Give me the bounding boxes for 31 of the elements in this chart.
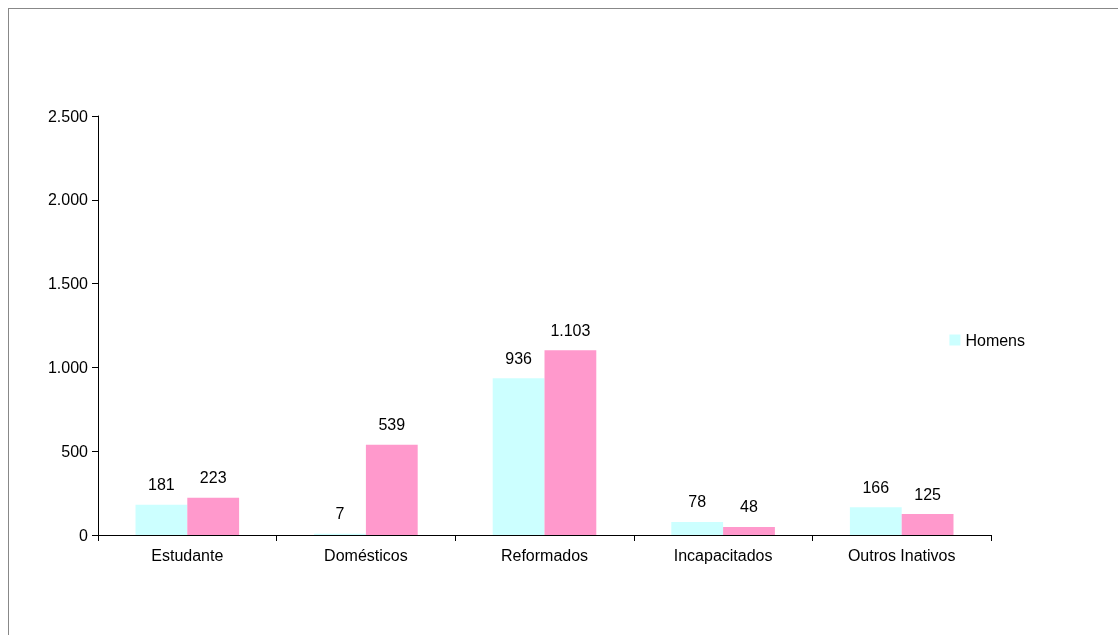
bar <box>365 444 418 535</box>
y-tick-label: 500 <box>61 442 89 460</box>
bar <box>135 504 188 535</box>
y-tick-label: 1.000 <box>47 358 89 376</box>
bar <box>849 507 902 535</box>
x-tick-label: Domésticos <box>324 546 408 564</box>
bar <box>187 497 240 535</box>
bar <box>671 521 724 535</box>
y-tick-label: 2.000 <box>47 191 89 209</box>
data-label: 7 <box>335 505 345 523</box>
data-label: 48 <box>740 498 758 516</box>
data-label: 1.103 <box>550 321 591 339</box>
data-label: 181 <box>148 476 175 494</box>
y-tick-label: 1.500 <box>47 275 89 293</box>
data-label: 223 <box>199 469 227 487</box>
data-label: 539 <box>378 416 406 434</box>
bar <box>723 526 775 535</box>
x-tick-label: Outros Inativos <box>847 546 956 564</box>
data-label: 78 <box>688 493 707 511</box>
y-tick-label: 2.500 <box>47 107 89 125</box>
data-label: 166 <box>862 478 890 496</box>
x-tick-label: Reformados <box>500 546 589 564</box>
x-tick-label: Estudante <box>151 546 224 564</box>
y-tick-label: 0 <box>79 526 89 544</box>
data-label: 936 <box>505 349 533 367</box>
data-label: 125 <box>914 485 942 503</box>
bar <box>901 514 954 535</box>
x-tick-label: Incapacitados <box>673 546 773 564</box>
bar <box>492 378 545 535</box>
bar <box>544 350 597 535</box>
legend-label: Homens <box>965 331 1025 349</box>
